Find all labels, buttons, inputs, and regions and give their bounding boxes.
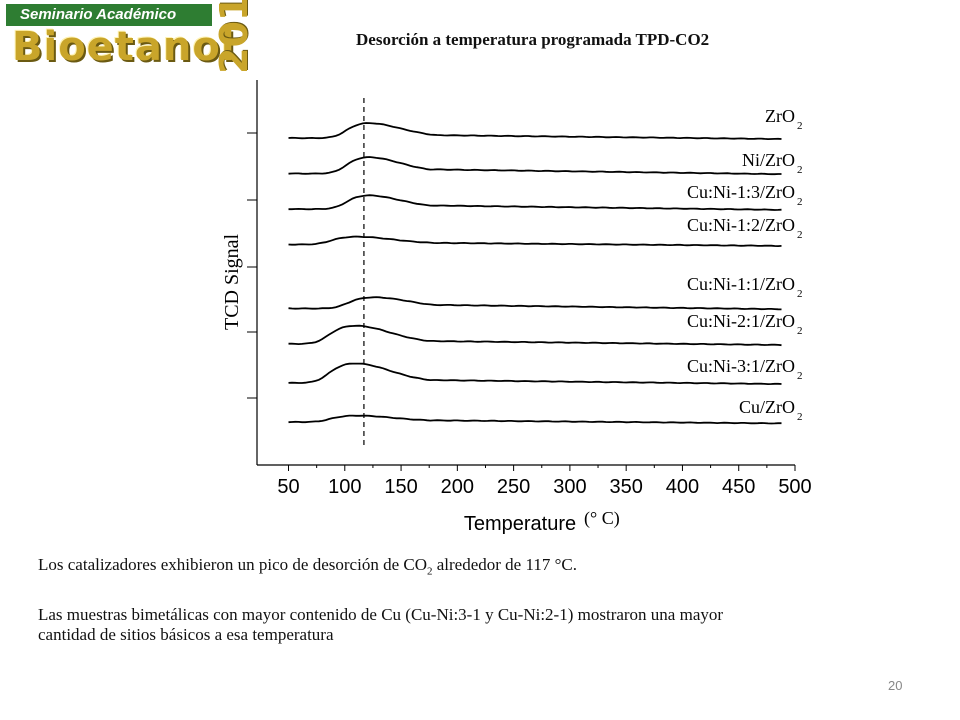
series-line — [288, 414, 782, 425]
paragraph-2-line-1: Las muestras bimetálicas con mayor conte… — [38, 605, 724, 624]
series-line — [288, 362, 782, 386]
x-axis-unit: (° C) — [584, 508, 620, 529]
series-line — [288, 156, 782, 176]
page-number: 20 — [888, 678, 903, 693]
paragraph-2: Las muestras bimetálicas con mayor conte… — [38, 605, 918, 645]
x-tick-label: 350 — [609, 476, 642, 498]
x-tick-label: 400 — [666, 476, 699, 498]
paragraph-1-sub: 2 — [426, 565, 433, 578]
logo-word: Bioetanol — [12, 24, 236, 70]
series-label: Cu:Ni-2:1/ZrO — [687, 311, 795, 331]
series-line — [288, 296, 782, 311]
series-label: ZrO — [765, 106, 795, 126]
series-label: Cu/ZrO — [739, 397, 795, 417]
series-label-sub: 2 — [797, 120, 803, 132]
paragraph-2-line-2: cantidad de sitios básicos a esa tempera… — [38, 625, 334, 644]
x-tick-label: 500 — [778, 476, 811, 498]
series-label-sub: 2 — [797, 229, 803, 241]
x-tick-label: 100 — [328, 476, 361, 498]
series-label-sub: 2 — [797, 325, 803, 337]
paragraph-1: Los catalizadores exhibieron un pico de … — [38, 555, 918, 581]
tpd-chart: 50 100 150 200 250 300 350 400 450 500 Temperature… — [221, 80, 812, 535]
series-line — [288, 235, 782, 248]
series-label-sub: 2 — [797, 370, 803, 382]
series-label-sub: 2 — [797, 288, 803, 300]
x-tick-label: 450 — [722, 476, 755, 498]
x-tick-label: 250 — [497, 476, 530, 498]
paragraph-1-text-b: alrededor de 117 °C. — [432, 555, 577, 574]
paragraph-1-text-a: Los catalizadores exhibieron un pico de … — [38, 555, 427, 574]
series-label: Ni/ZrO — [742, 150, 795, 170]
series-line — [288, 122, 782, 141]
x-tick-label: 300 — [553, 476, 586, 498]
x-tick-label: 150 — [384, 476, 417, 498]
series-label: Cu:Ni-1:2/ZrO — [687, 215, 795, 235]
series-label-sub: 2 — [797, 164, 803, 176]
series-line — [288, 194, 782, 211]
x-tick-label: 50 — [277, 476, 299, 498]
series-label: Cu:Ni-1:1/ZrO — [687, 274, 795, 294]
series-label: Cu:Ni-1:3/ZrO — [687, 182, 795, 202]
series-label: Cu:Ni-3:1/ZrO — [687, 356, 795, 376]
logo: Seminario Académico Bioetanol — [6, 4, 235, 78]
logo-banner: Seminario Académico — [6, 4, 212, 26]
series-label-sub: 2 — [797, 411, 803, 423]
slide-title: Desorción a temperatura programada TPD-C… — [356, 30, 710, 49]
series-line — [288, 324, 782, 347]
x-axis-label: Temperature — [464, 513, 576, 535]
y-axis-label: TCD Signal — [221, 233, 243, 330]
x-tick-label: 200 — [441, 476, 474, 498]
series-label-sub: 2 — [797, 196, 803, 208]
